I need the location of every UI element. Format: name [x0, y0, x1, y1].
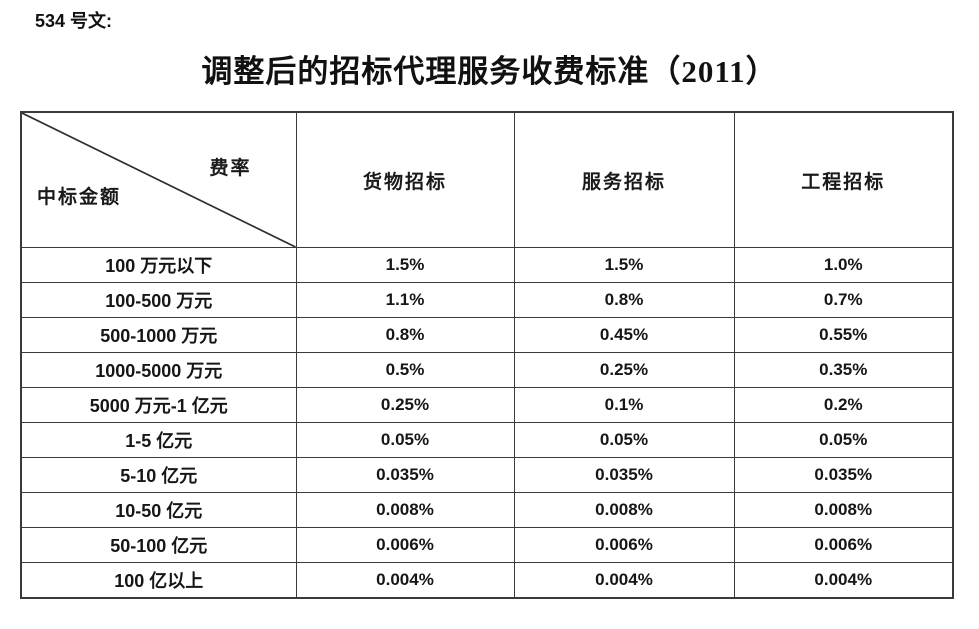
row-label: 100 万元以下 — [20, 247, 297, 283]
rate-value: 0.55% — [733, 317, 954, 353]
rate-value: 1.0% — [733, 247, 954, 283]
corner-rate-label: 费率 — [209, 158, 252, 179]
table-row: 5-10 亿元 0.035% 0.035% 0.035% — [20, 457, 954, 493]
row-label: 100 亿以上 — [20, 562, 297, 599]
rate-value: 0.25% — [513, 352, 735, 388]
rate-value: 0.035% — [733, 457, 954, 493]
rate-value: 0.35% — [733, 352, 954, 388]
row-label: 50-100 亿元 — [20, 527, 297, 563]
rate-value: 0.05% — [295, 422, 515, 458]
rate-value: 0.5% — [295, 352, 515, 388]
rate-value: 0.006% — [513, 527, 735, 563]
table-row: 1-5 亿元 0.05% 0.05% 0.05% — [20, 422, 954, 458]
rate-value: 0.1% — [513, 387, 735, 423]
rate-value: 0.45% — [513, 317, 735, 353]
rate-value: 0.2% — [733, 387, 954, 423]
rate-value: 0.008% — [513, 492, 735, 528]
rate-value: 0.004% — [295, 562, 515, 599]
column-header-goods: 货物招标 — [295, 111, 515, 248]
row-label: 5000 万元-1 亿元 — [20, 387, 297, 423]
rate-value: 0.035% — [295, 457, 515, 493]
rate-value: 0.25% — [295, 387, 515, 423]
row-label: 1000-5000 万元 — [20, 352, 297, 388]
rate-value: 0.004% — [513, 562, 735, 599]
rate-value: 0.05% — [513, 422, 735, 458]
column-header-service: 服务招标 — [513, 111, 735, 248]
fee-rate-table: 费率 中标金额 货物招标 服务招标 工程招标 100 万元以下 1.5% 1.5… — [20, 111, 954, 599]
rate-value: 0.8% — [513, 282, 735, 318]
rate-value: 0.006% — [733, 527, 954, 563]
column-header-engineering: 工程招标 — [733, 111, 954, 248]
row-label: 500-1000 万元 — [20, 317, 297, 353]
rate-value: 0.006% — [295, 527, 515, 563]
doc-number-label: 534 号文: — [35, 11, 113, 31]
table-row: 1000-5000 万元 0.5% 0.25% 0.35% — [20, 352, 954, 388]
table-row: 100-500 万元 1.1% 0.8% 0.7% — [20, 282, 954, 318]
table-row: 100 亿以上 0.004% 0.004% 0.004% — [20, 562, 954, 599]
row-label: 5-10 亿元 — [20, 457, 297, 493]
corner-header-cell: 费率 中标金额 — [20, 111, 297, 248]
rate-value: 0.7% — [733, 282, 954, 318]
table-header-row: 费率 中标金额 货物招标 服务招标 工程招标 — [20, 111, 954, 248]
corner-amount-label: 中标金额 — [37, 187, 122, 208]
rate-value: 0.004% — [733, 562, 954, 599]
rate-value: 0.035% — [513, 457, 735, 493]
rate-value: 0.008% — [295, 492, 515, 528]
rate-value: 0.008% — [733, 492, 954, 528]
rate-value: 1.5% — [513, 247, 735, 283]
rate-value: 0.8% — [295, 317, 515, 353]
table-row: 500-1000 万元 0.8% 0.45% 0.55% — [20, 317, 954, 353]
page-title: 调整后的招标代理服务收费标准（2011） — [201, 54, 778, 89]
rate-value: 1.5% — [295, 247, 515, 283]
table-row: 100 万元以下 1.5% 1.5% 1.0% — [20, 247, 954, 283]
diagonal-divider-line — [22, 113, 296, 247]
rate-value: 1.1% — [295, 282, 515, 318]
row-label: 100-500 万元 — [20, 282, 297, 318]
row-label: 1-5 亿元 — [20, 422, 297, 458]
rate-value: 0.05% — [733, 422, 954, 458]
table-row: 10-50 亿元 0.008% 0.008% 0.008% — [20, 492, 954, 528]
table-row: 50-100 亿元 0.006% 0.006% 0.006% — [20, 527, 954, 563]
row-label: 10-50 亿元 — [20, 492, 297, 528]
table-row: 5000 万元-1 亿元 0.25% 0.1% 0.2% — [20, 387, 954, 423]
